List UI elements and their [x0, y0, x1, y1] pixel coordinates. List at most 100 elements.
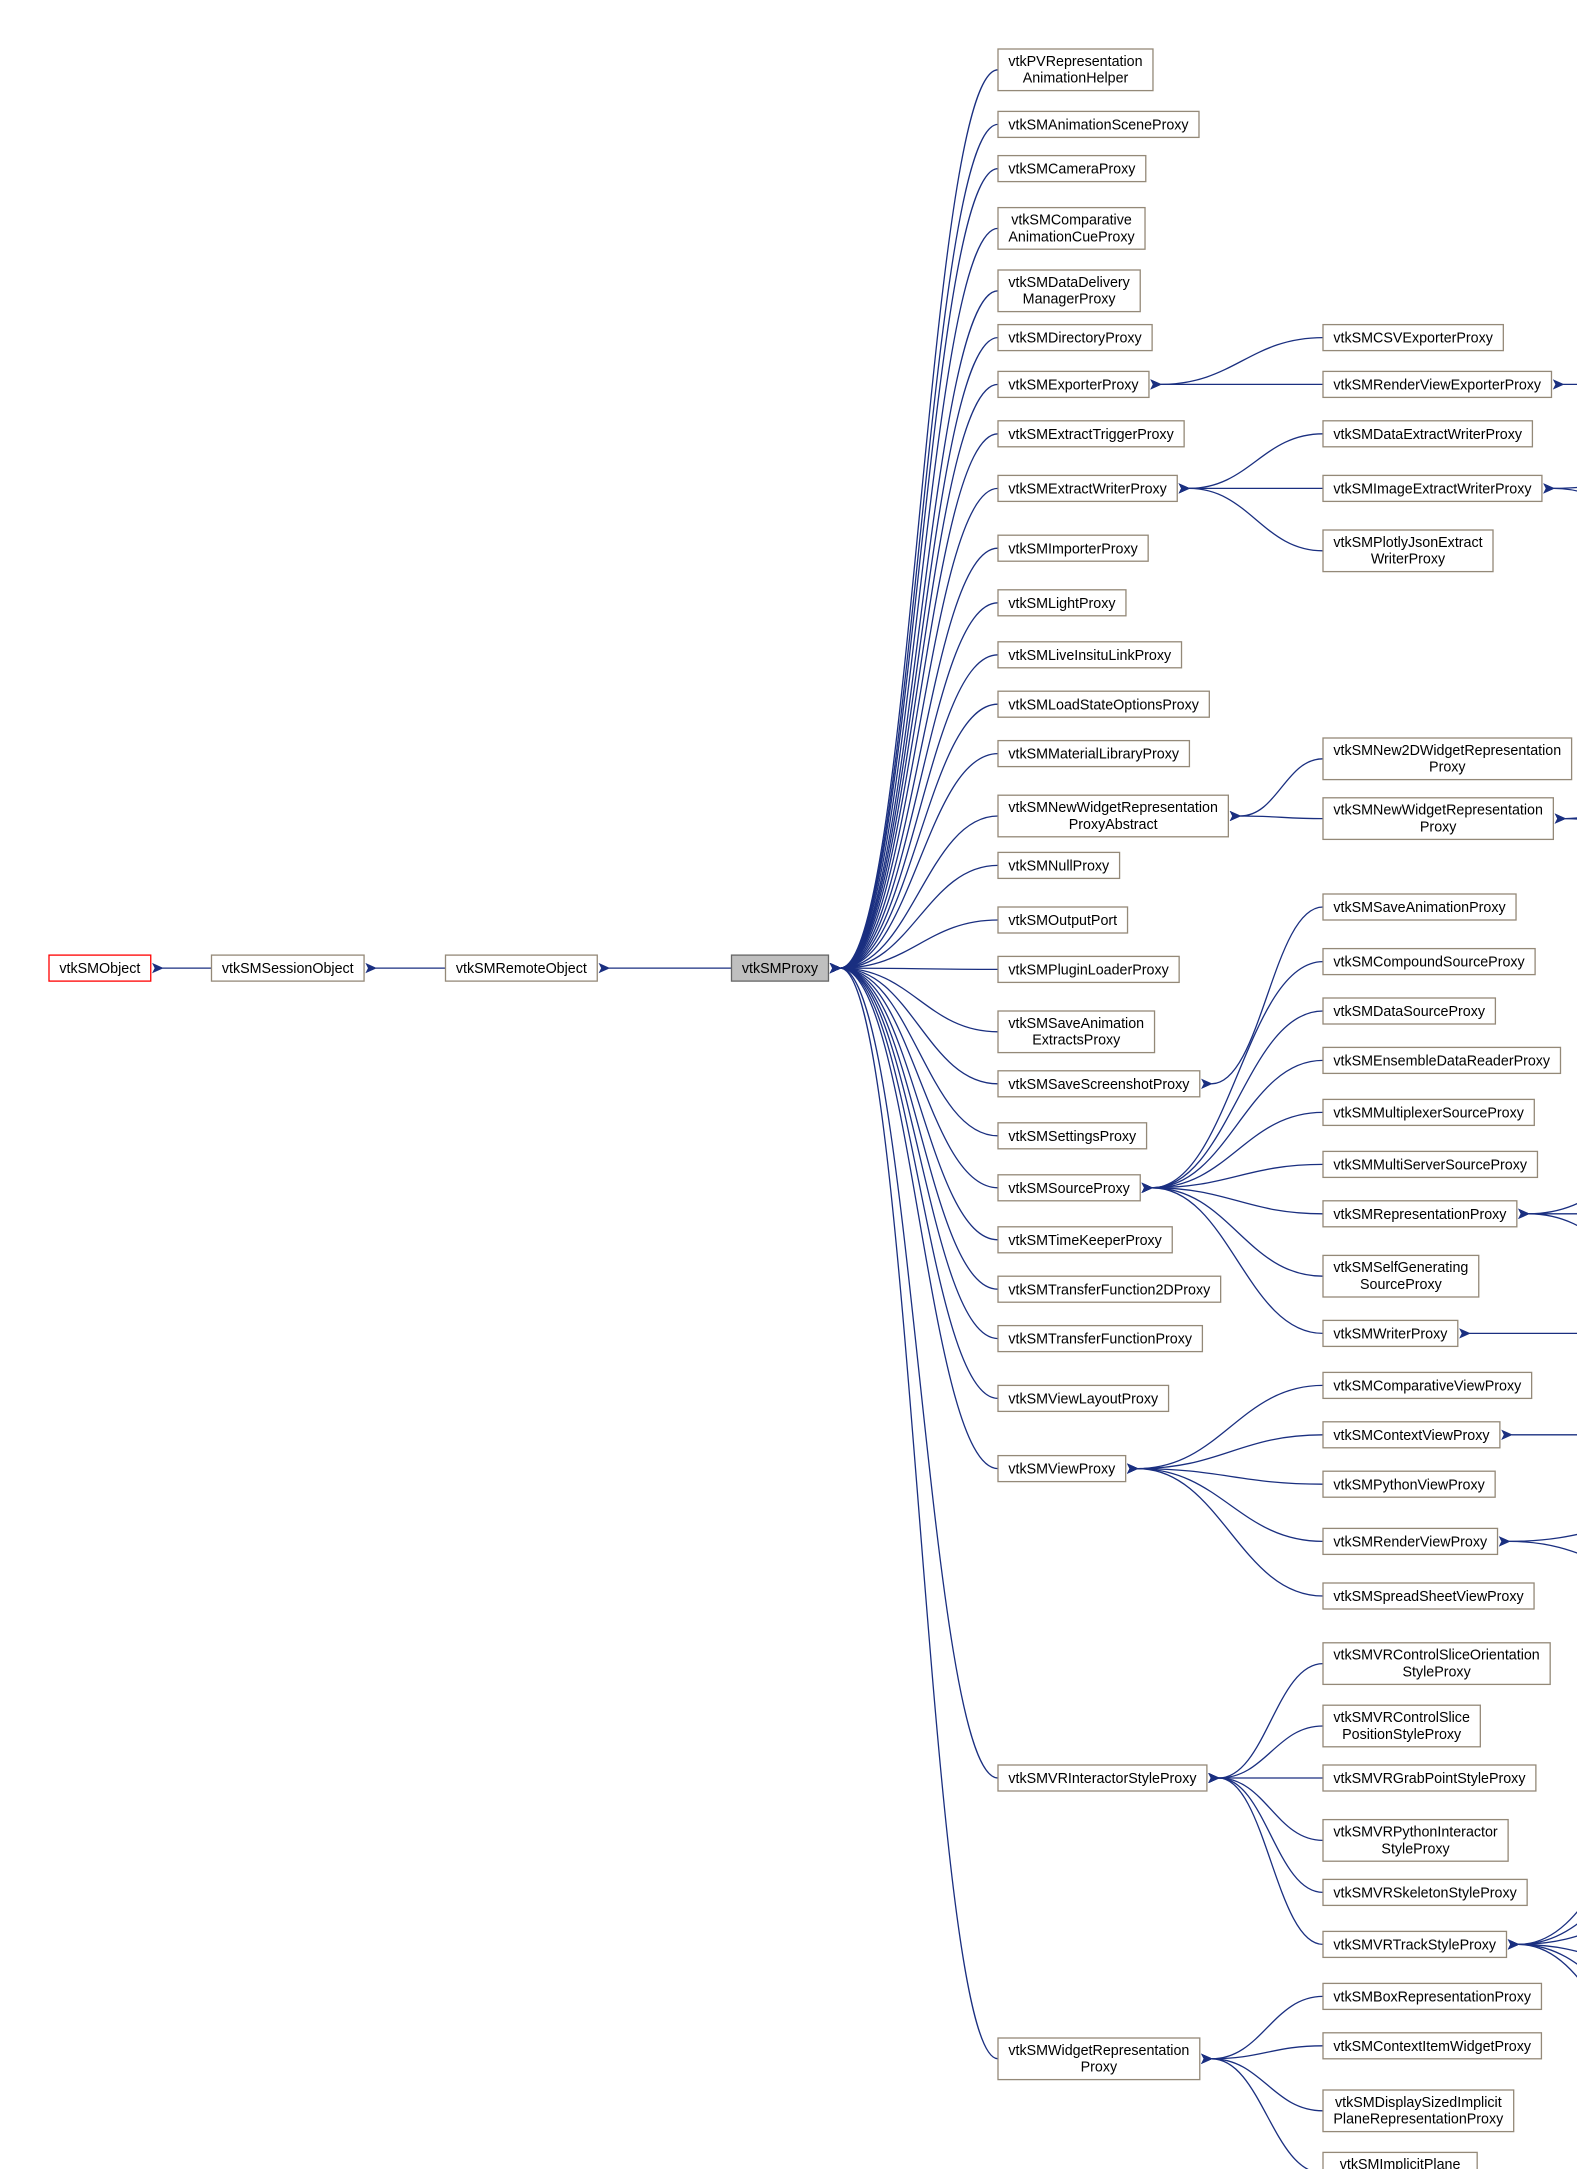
- class-label: vtkSMPlotlyJsonExtract: [1333, 535, 1482, 551]
- class-node[interactable]: vtkSMNew2DWidgetRepresentationProxy: [1323, 738, 1572, 780]
- inheritance-edge: [1565, 819, 1577, 848]
- class-node[interactable]: vtkSMTransferFunctionProxy: [998, 1326, 1202, 1352]
- class-node[interactable]: vtkSMDirectoryProxy: [998, 325, 1152, 351]
- class-node[interactable]: vtkSMVRPythonInteractorStyleProxy: [1323, 1820, 1508, 1862]
- inheritance-edge: [1240, 816, 1323, 819]
- class-node[interactable]: vtkSMAnimationSceneProxy: [998, 111, 1199, 137]
- class-label: vtkSMNewWidgetRepresentation: [1008, 800, 1218, 816]
- class-node[interactable]: vtkSMTransferFunction2DProxy: [998, 1276, 1221, 1302]
- class-node[interactable]: vtkSMExtractTriggerProxy: [998, 421, 1184, 447]
- class-node[interactable]: vtkSMLightProxy: [998, 590, 1126, 616]
- class-node[interactable]: vtkSMVRTrackStyleProxy: [1323, 1931, 1506, 1957]
- class-label: vtkSMWriterProxy: [1333, 1326, 1448, 1342]
- class-node[interactable]: vtkSMViewProxy: [998, 1456, 1126, 1482]
- class-node[interactable]: vtkSMCameraProxy: [998, 156, 1146, 182]
- class-node[interactable]: vtkSMDataSourceProxy: [1323, 998, 1495, 1024]
- inheritance-edge: [840, 384, 998, 968]
- class-node[interactable]: vtkSMMaterialLibraryProxy: [998, 741, 1189, 767]
- class-node[interactable]: vtkSMSessionObject: [212, 955, 365, 981]
- class-node[interactable]: vtkSMDataDeliveryManagerProxy: [998, 270, 1140, 312]
- class-node[interactable]: vtkSMImageExtractWriterProxy: [1323, 475, 1542, 501]
- class-label: vtkSMLightProxy: [1008, 596, 1116, 612]
- class-label: vtkSMContextViewProxy: [1333, 1428, 1490, 1444]
- class-node[interactable]: vtkSMSelfGeneratingSourceProxy: [1323, 1255, 1479, 1297]
- inheritance-edge: [1137, 1469, 1323, 1542]
- class-label: vtkSMEnsembleDataReaderProxy: [1333, 1053, 1551, 1069]
- class-node[interactable]: vtkSMCompoundSourceProxy: [1323, 949, 1535, 975]
- class-node[interactable]: vtkSMSpreadSheetViewProxy: [1323, 1583, 1534, 1609]
- class-node[interactable]: vtkSMRemoteObject: [446, 955, 598, 981]
- class-label: vtkSMVRControlSliceOrientation: [1333, 1648, 1539, 1664]
- class-node[interactable]: vtkSMViewLayoutProxy: [998, 1385, 1169, 1411]
- class-label: vtkSMRepresentationProxy: [1333, 1207, 1507, 1223]
- class-node[interactable]: vtkSMSaveAnimationExtractsProxy: [998, 1011, 1155, 1053]
- class-node[interactable]: vtkSMBoxRepresentationProxy: [1323, 1983, 1541, 2009]
- inheritance-edge: [840, 169, 998, 969]
- class-node[interactable]: vtkSMVRInteractorStyleProxy: [998, 1765, 1207, 1791]
- class-node[interactable]: vtkSMPythonViewProxy: [1323, 1471, 1495, 1497]
- class-node[interactable]: vtkSMVRControlSlicePositionStyleProxy: [1323, 1705, 1480, 1747]
- class-label: vtkSMMultiplexerSourceProxy: [1333, 1105, 1524, 1121]
- class-label: vtkSMVRInteractorStyleProxy: [1008, 1771, 1197, 1787]
- class-node[interactable]: vtkSMImporterProxy: [998, 535, 1148, 561]
- class-node[interactable]: vtkSMSettingsProxy: [998, 1123, 1147, 1149]
- inheritance-edge: [840, 338, 998, 969]
- class-node[interactable]: vtkSMDisplaySizedImplicitPlaneRepresenta…: [1323, 2090, 1514, 2132]
- class-node[interactable]: vtkSMMultiServerSourceProxy: [1323, 1151, 1537, 1177]
- class-label: vtkSMRemoteObject: [456, 961, 587, 977]
- class-label: vtkSMContextItemWidgetProxy: [1333, 2039, 1531, 2055]
- class-label: vtkSMBoxRepresentationProxy: [1333, 1989, 1532, 2005]
- inheritance-edge: [1211, 2059, 1323, 2111]
- class-label: vtkSMExtractWriterProxy: [1008, 481, 1167, 497]
- class-node[interactable]: vtkSMPlotlyJsonExtractWriterProxy: [1323, 530, 1493, 572]
- class-label: vtkSMAnimationSceneProxy: [1008, 117, 1189, 133]
- class-node[interactable]: vtkSMImplicitPlaneRepresentationProxy: [1323, 2152, 1477, 2169]
- class-node[interactable]: vtkSMDataExtractWriterProxy: [1323, 421, 1532, 447]
- class-node[interactable]: vtkSMContextItemWidgetProxy: [1323, 2033, 1541, 2059]
- class-node[interactable]: vtkSMRepresentationProxy: [1323, 1201, 1517, 1227]
- class-node[interactable]: vtkSMNullProxy: [998, 852, 1120, 878]
- class-node[interactable]: vtkSMVRControlSliceOrientationStyleProxy: [1323, 1643, 1550, 1685]
- inheritance-edge: [1219, 1778, 1323, 1944]
- class-node[interactable]: vtkSMSourceProxy: [998, 1175, 1140, 1201]
- class-node[interactable]: vtkSMNewWidgetRepresentationProxyAbstrac…: [998, 795, 1228, 837]
- class-label: vtkSMComparativeViewProxy: [1333, 1378, 1522, 1394]
- class-node[interactable]: vtkSMVRGrabPointStyleProxy: [1323, 1765, 1536, 1791]
- class-node[interactable]: vtkSMComparativeViewProxy: [1323, 1372, 1532, 1398]
- class-node[interactable]: vtkSMPluginLoaderProxy: [998, 956, 1179, 982]
- class-label: vtkSMCompoundSourceProxy: [1333, 955, 1525, 971]
- class-node[interactable]: vtkSMTimeKeeperProxy: [998, 1227, 1172, 1253]
- inheritance-edge: [840, 968, 998, 1136]
- class-node[interactable]: vtkSMEnsembleDataReaderProxy: [1323, 1047, 1560, 1073]
- class-node[interactable]: vtkSMNewWidgetRepresentationProxy: [1323, 798, 1553, 840]
- class-node[interactable]: vtkSMExporterProxy: [998, 371, 1149, 397]
- class-node[interactable]: vtkSMWidgetRepresentationProxy: [998, 2038, 1200, 2080]
- class-node[interactable]: vtkSMRenderViewProxy: [1323, 1528, 1498, 1554]
- class-node[interactable]: vtkSMMultiplexerSourceProxy: [1323, 1099, 1534, 1125]
- class-node[interactable]: vtkSMProxy: [732, 955, 829, 981]
- class-label: vtkSMSelfGenerating: [1333, 1260, 1468, 1276]
- class-node[interactable]: vtkSMContextViewProxy: [1323, 1422, 1500, 1448]
- class-node[interactable]: vtkSMVRSkeletonStyleProxy: [1323, 1879, 1527, 1905]
- class-node[interactable]: vtkSMLiveInsituLinkProxy: [998, 642, 1182, 668]
- class-label: vtkSMExtractTriggerProxy: [1008, 427, 1174, 443]
- class-label: SourceProxy: [1360, 1277, 1443, 1293]
- class-label: AnimationHelper: [1023, 71, 1129, 87]
- class-node[interactable]: vtkPVRepresentationAnimationHelper: [998, 49, 1153, 91]
- class-node[interactable]: vtkSMComparativeAnimationCueProxy: [998, 208, 1145, 250]
- class-node[interactable]: vtkSMObject: [49, 955, 151, 981]
- class-node[interactable]: vtkSMWriterProxy: [1323, 1320, 1458, 1346]
- class-label: vtkSMVRTrackStyleProxy: [1333, 1937, 1497, 1953]
- inheritance-edge: [1137, 1435, 1323, 1469]
- class-node[interactable]: vtkSMOutputPort: [998, 907, 1128, 933]
- class-node[interactable]: vtkSMExtractWriterProxy: [998, 475, 1177, 501]
- class-label: vtkSMImageExtractWriterProxy: [1333, 481, 1532, 497]
- class-node[interactable]: vtkSMCSVExporterProxy: [1323, 325, 1503, 351]
- class-label: vtkSMMultiServerSourceProxy: [1333, 1157, 1528, 1173]
- class-node[interactable]: vtkSMRenderViewExporterProxy: [1323, 371, 1551, 397]
- class-label: vtkSMNullProxy: [1008, 858, 1110, 874]
- class-node[interactable]: vtkSMSaveAnimationProxy: [1323, 894, 1516, 920]
- class-node[interactable]: vtkSMSaveScreenshotProxy: [998, 1071, 1200, 1097]
- class-label: vtkSMSaveAnimation: [1008, 1016, 1144, 1032]
- class-node[interactable]: vtkSMLoadStateOptionsProxy: [998, 691, 1209, 717]
